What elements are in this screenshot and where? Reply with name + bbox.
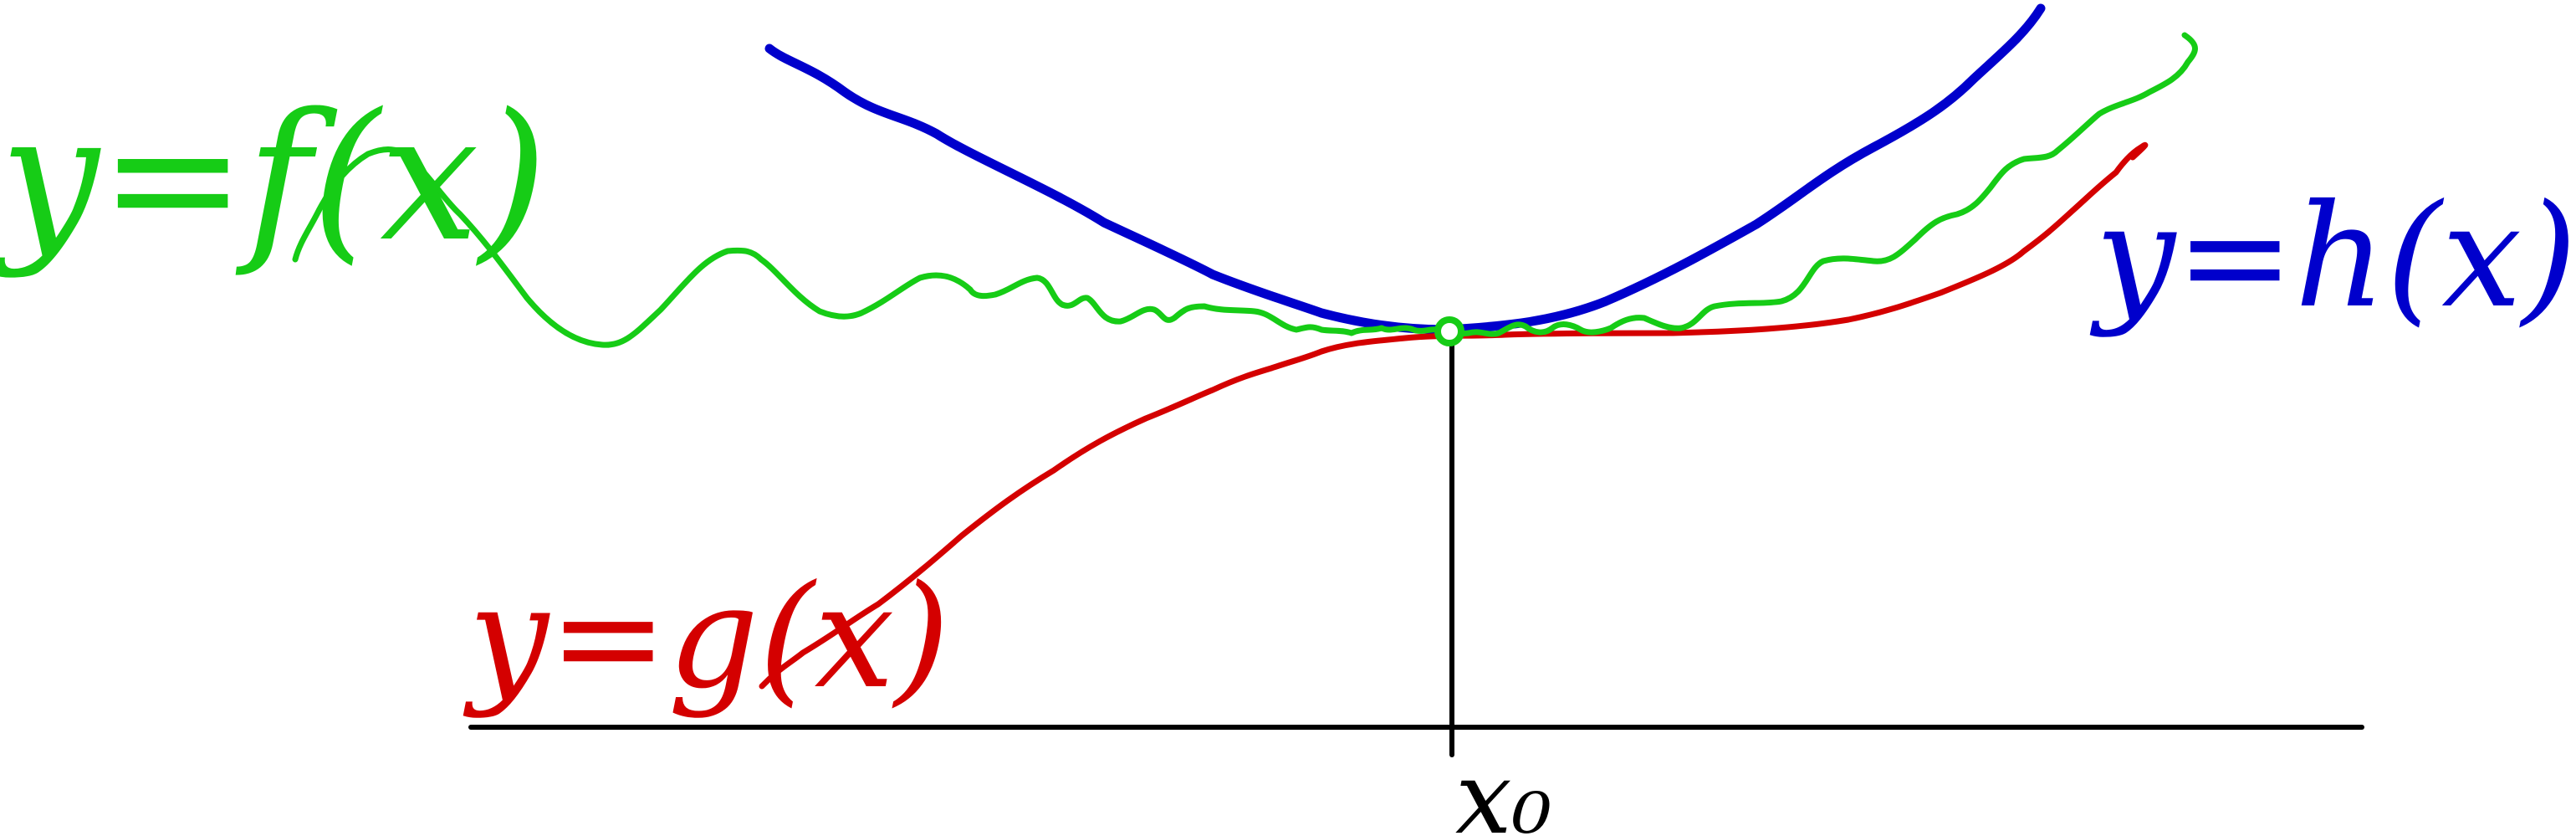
g-curve <box>759 141 2149 690</box>
g-label: y=g(x) <box>463 555 950 721</box>
f-label: y=f(x) <box>0 75 548 280</box>
f-curve <box>292 32 2198 348</box>
intersection-point <box>1434 316 1464 346</box>
h-label: y=h(x) <box>2089 174 2576 340</box>
x0-label: x₀ <box>1455 741 1552 836</box>
